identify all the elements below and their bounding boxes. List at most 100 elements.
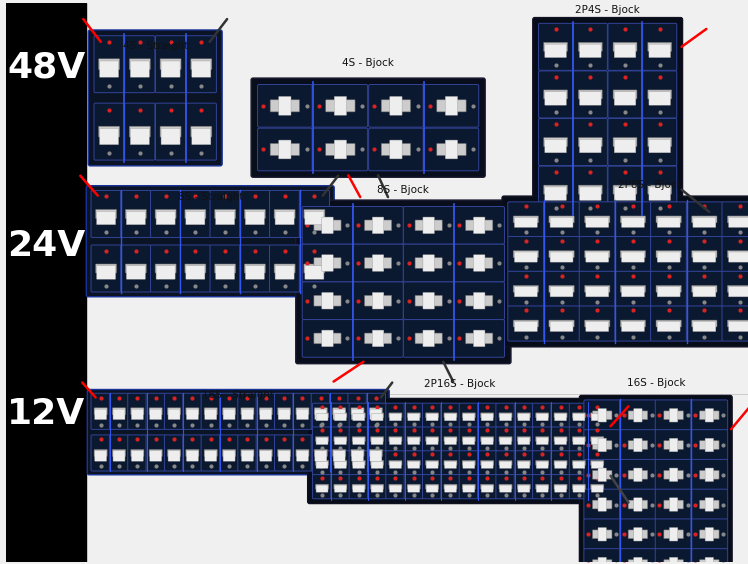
FancyBboxPatch shape xyxy=(426,485,438,492)
FancyBboxPatch shape xyxy=(278,409,290,420)
FancyBboxPatch shape xyxy=(126,209,147,218)
FancyBboxPatch shape xyxy=(275,393,294,429)
FancyBboxPatch shape xyxy=(544,138,568,147)
FancyBboxPatch shape xyxy=(643,166,677,213)
FancyBboxPatch shape xyxy=(314,450,328,456)
FancyBboxPatch shape xyxy=(322,255,333,271)
FancyBboxPatch shape xyxy=(403,206,454,244)
FancyBboxPatch shape xyxy=(533,403,552,428)
FancyBboxPatch shape xyxy=(349,451,368,475)
FancyBboxPatch shape xyxy=(608,71,642,118)
FancyBboxPatch shape xyxy=(663,530,684,539)
FancyBboxPatch shape xyxy=(240,245,270,292)
FancyBboxPatch shape xyxy=(579,202,616,237)
FancyBboxPatch shape xyxy=(367,451,387,475)
FancyBboxPatch shape xyxy=(643,118,677,166)
FancyBboxPatch shape xyxy=(481,438,493,444)
FancyBboxPatch shape xyxy=(614,187,636,200)
FancyBboxPatch shape xyxy=(131,408,144,415)
FancyBboxPatch shape xyxy=(619,430,656,460)
FancyBboxPatch shape xyxy=(591,437,604,442)
FancyBboxPatch shape xyxy=(585,216,610,223)
FancyBboxPatch shape xyxy=(305,212,324,224)
FancyBboxPatch shape xyxy=(592,559,612,564)
FancyBboxPatch shape xyxy=(389,460,402,465)
FancyBboxPatch shape xyxy=(334,485,346,492)
FancyBboxPatch shape xyxy=(729,217,748,227)
FancyBboxPatch shape xyxy=(514,451,533,475)
FancyBboxPatch shape xyxy=(390,140,402,159)
FancyBboxPatch shape xyxy=(628,559,648,564)
FancyBboxPatch shape xyxy=(591,413,604,418)
FancyBboxPatch shape xyxy=(669,408,678,422)
FancyBboxPatch shape xyxy=(518,413,530,421)
FancyBboxPatch shape xyxy=(728,285,748,292)
FancyBboxPatch shape xyxy=(613,185,637,194)
FancyBboxPatch shape xyxy=(415,296,442,306)
FancyBboxPatch shape xyxy=(369,85,423,127)
FancyBboxPatch shape xyxy=(614,44,636,58)
FancyBboxPatch shape xyxy=(125,103,155,160)
FancyBboxPatch shape xyxy=(496,474,515,499)
FancyBboxPatch shape xyxy=(404,451,423,475)
FancyBboxPatch shape xyxy=(128,435,147,471)
FancyBboxPatch shape xyxy=(95,451,107,461)
Text: 12V: 12V xyxy=(7,397,85,431)
FancyBboxPatch shape xyxy=(444,437,457,442)
FancyBboxPatch shape xyxy=(352,413,365,418)
FancyBboxPatch shape xyxy=(191,59,212,69)
FancyBboxPatch shape xyxy=(539,71,573,118)
FancyBboxPatch shape xyxy=(389,413,402,418)
FancyBboxPatch shape xyxy=(463,413,475,421)
FancyBboxPatch shape xyxy=(132,451,144,461)
FancyBboxPatch shape xyxy=(99,129,119,145)
FancyBboxPatch shape xyxy=(403,244,454,282)
FancyBboxPatch shape xyxy=(270,143,299,156)
FancyBboxPatch shape xyxy=(536,484,549,489)
FancyBboxPatch shape xyxy=(663,411,684,420)
FancyBboxPatch shape xyxy=(215,266,235,279)
FancyBboxPatch shape xyxy=(462,437,476,442)
FancyBboxPatch shape xyxy=(129,59,150,69)
FancyBboxPatch shape xyxy=(622,321,645,332)
FancyBboxPatch shape xyxy=(146,393,165,429)
Text: 24V: 24V xyxy=(7,229,85,263)
FancyBboxPatch shape xyxy=(415,220,442,231)
FancyBboxPatch shape xyxy=(500,461,512,468)
FancyBboxPatch shape xyxy=(279,140,291,159)
FancyBboxPatch shape xyxy=(586,217,609,227)
FancyBboxPatch shape xyxy=(304,209,325,218)
FancyBboxPatch shape xyxy=(544,90,568,99)
FancyBboxPatch shape xyxy=(459,427,479,451)
FancyBboxPatch shape xyxy=(130,129,150,145)
FancyBboxPatch shape xyxy=(544,42,568,51)
FancyBboxPatch shape xyxy=(454,206,504,244)
FancyBboxPatch shape xyxy=(423,255,435,271)
FancyBboxPatch shape xyxy=(728,320,748,327)
FancyBboxPatch shape xyxy=(592,530,612,539)
FancyBboxPatch shape xyxy=(120,191,151,237)
FancyBboxPatch shape xyxy=(691,430,728,460)
FancyBboxPatch shape xyxy=(536,438,548,444)
FancyBboxPatch shape xyxy=(466,333,493,344)
FancyBboxPatch shape xyxy=(513,250,539,258)
FancyBboxPatch shape xyxy=(370,460,384,465)
FancyBboxPatch shape xyxy=(656,250,681,258)
FancyBboxPatch shape xyxy=(426,438,438,444)
FancyBboxPatch shape xyxy=(619,460,656,490)
FancyBboxPatch shape xyxy=(445,96,458,115)
FancyBboxPatch shape xyxy=(364,258,392,268)
FancyBboxPatch shape xyxy=(242,409,254,420)
FancyBboxPatch shape xyxy=(496,403,515,428)
FancyBboxPatch shape xyxy=(313,451,331,475)
FancyBboxPatch shape xyxy=(307,398,612,504)
FancyBboxPatch shape xyxy=(316,438,328,444)
FancyBboxPatch shape xyxy=(348,393,367,429)
FancyBboxPatch shape xyxy=(466,258,493,268)
FancyBboxPatch shape xyxy=(165,393,184,429)
FancyBboxPatch shape xyxy=(573,118,607,166)
FancyBboxPatch shape xyxy=(580,139,601,153)
FancyBboxPatch shape xyxy=(370,409,381,420)
Text: 8S - Bjock: 8S - Bjock xyxy=(378,185,429,195)
FancyBboxPatch shape xyxy=(302,320,353,357)
